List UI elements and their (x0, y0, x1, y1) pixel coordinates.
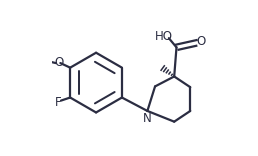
Text: O: O (196, 35, 205, 48)
Text: N: N (143, 112, 152, 125)
Text: HO: HO (155, 30, 173, 43)
Text: F: F (55, 96, 62, 109)
Text: O: O (55, 56, 64, 69)
